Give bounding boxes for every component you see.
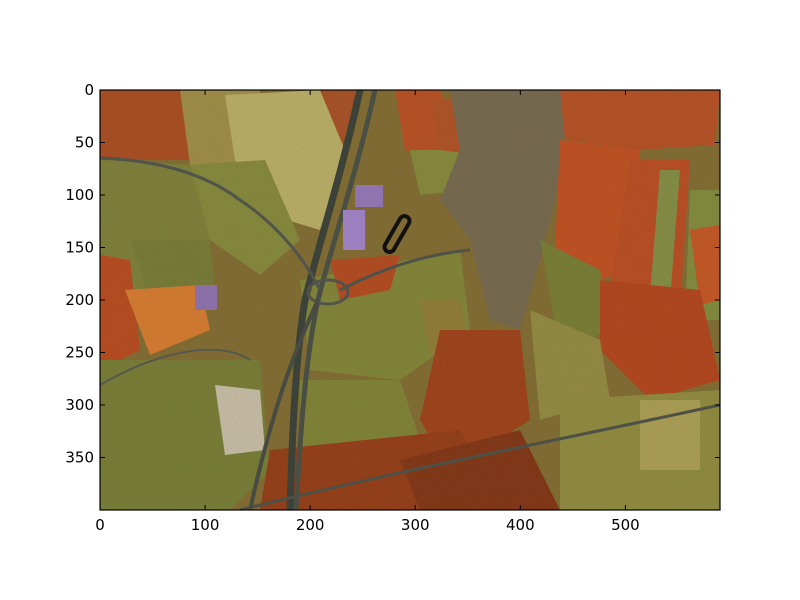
y-tick-label: 50 xyxy=(75,134,94,152)
x-tick-label: 200 xyxy=(296,516,325,534)
y-tick-label: 150 xyxy=(65,239,94,257)
y-axis: 0 50 100 150 200 250 300 350 xyxy=(65,81,720,467)
y-tick-label: 200 xyxy=(65,291,94,309)
road xyxy=(339,248,471,292)
x-tick-label: 400 xyxy=(506,516,535,534)
y-tick-label: 100 xyxy=(65,186,94,204)
road xyxy=(100,156,322,291)
industrial-building xyxy=(355,185,383,207)
race-track xyxy=(382,214,412,254)
aerial-image xyxy=(100,90,720,510)
y-tick-label: 300 xyxy=(65,396,94,414)
highway xyxy=(286,90,364,510)
y-tick-label: 250 xyxy=(65,344,94,362)
x-tick-label: 300 xyxy=(401,516,430,534)
y-tick-label: 0 xyxy=(84,81,94,99)
x-tick-label: 0 xyxy=(95,516,105,534)
highway xyxy=(248,299,320,510)
road xyxy=(100,348,251,386)
x-tick-label: 100 xyxy=(191,516,220,534)
railway xyxy=(239,403,720,510)
x-axis: 0 100 200 300 400 500 xyxy=(95,90,640,534)
interchange xyxy=(306,278,350,306)
industrial-building xyxy=(195,285,217,310)
industrial-building xyxy=(343,210,365,250)
y-tick-label: 350 xyxy=(65,449,94,467)
x-tick-label: 500 xyxy=(611,516,640,534)
